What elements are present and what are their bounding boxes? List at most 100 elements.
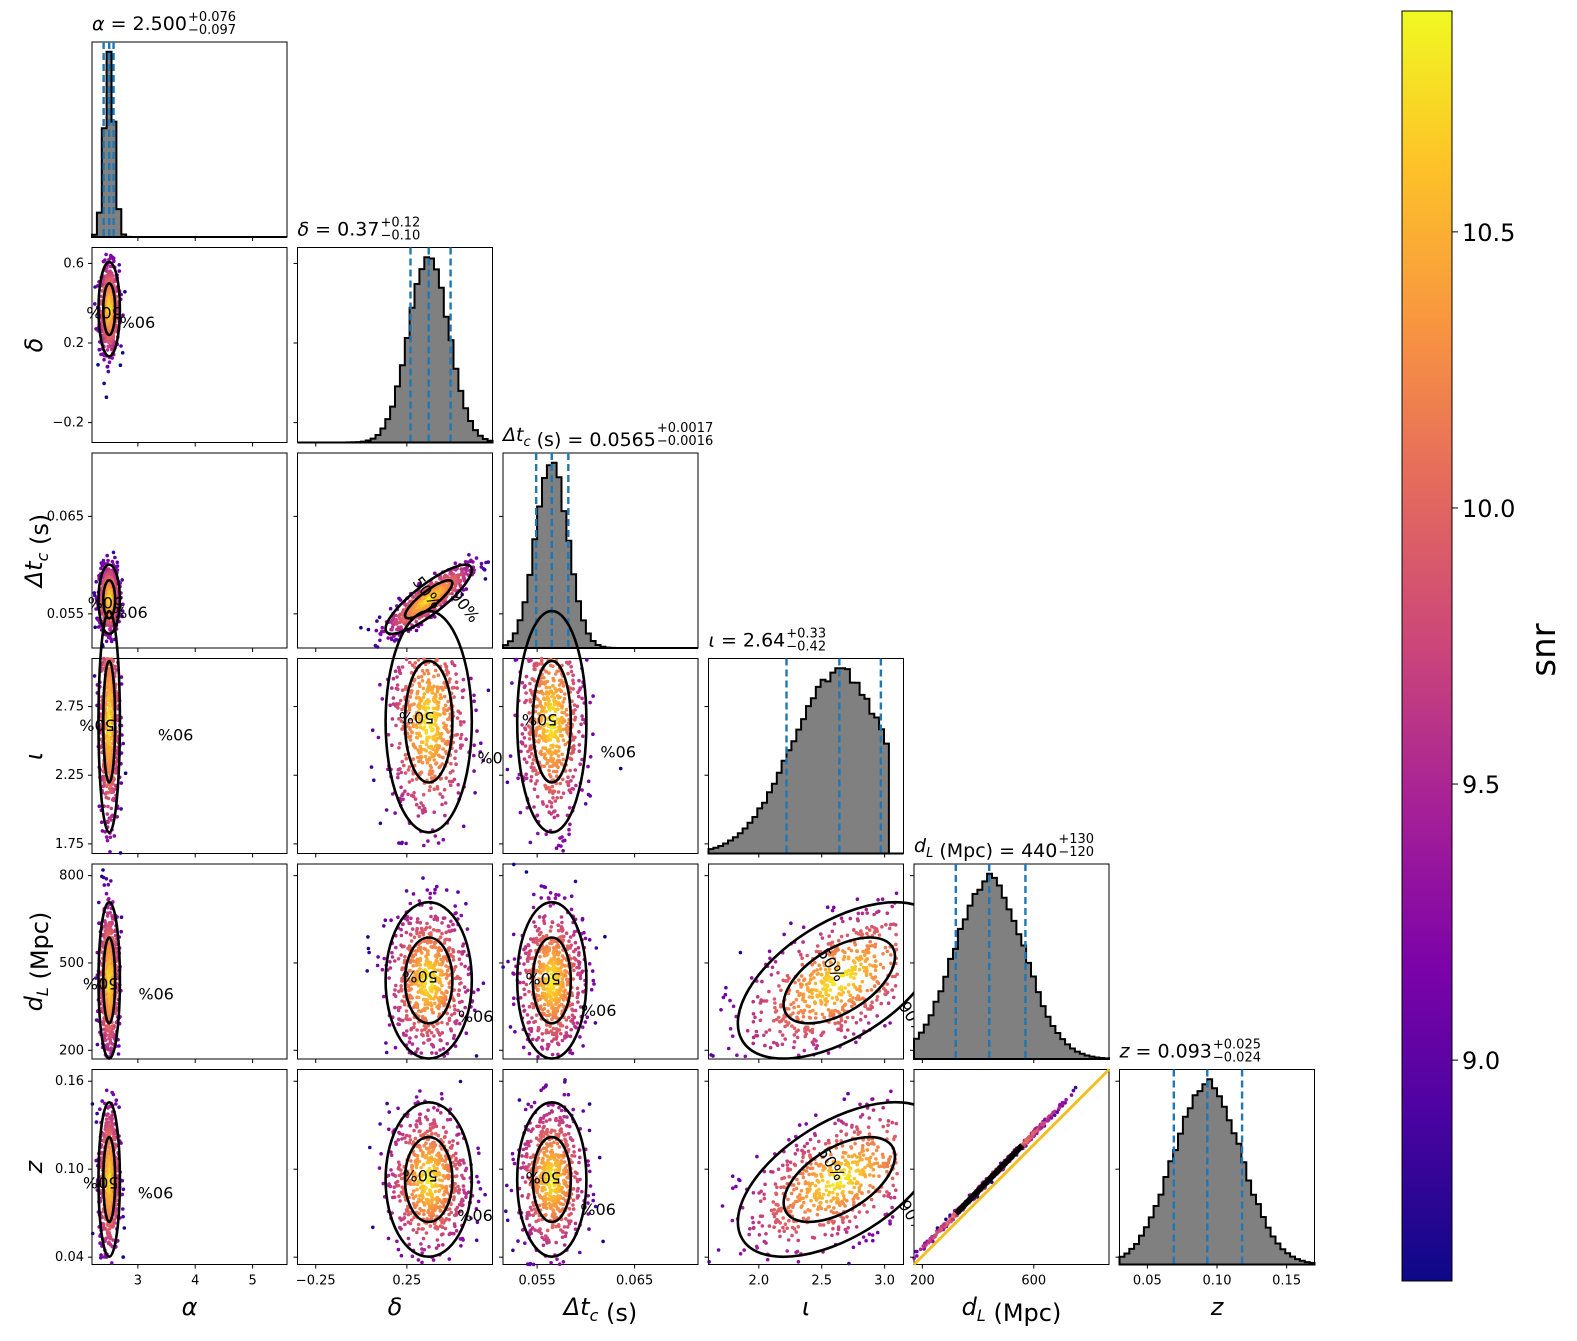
scatter-point [410,927,415,931]
scatter-point [415,755,420,760]
scatter-point [366,946,371,951]
scatter-point [456,950,461,954]
scatter-point [408,932,413,937]
y-tick-label: −0.2 [52,416,84,431]
scatter-point [557,702,562,706]
scatter-point [561,738,566,742]
scatter-point [112,834,117,838]
scatter-point [535,813,539,818]
scatter-point [395,627,399,632]
scatter-point [443,662,447,666]
scatter-point [403,620,408,624]
scatter-point [406,792,410,797]
scatter-point [378,632,383,636]
panel-2-1: 50% 90% [293,452,493,652]
scatter-point [403,771,408,775]
scatter-point [430,989,434,994]
scatter-point [107,741,112,745]
scatter-point [102,656,106,661]
scatter-point [106,369,111,374]
scatter-point [539,749,543,754]
scatter-point [456,782,461,787]
scatter-point [400,759,405,764]
histogram [91,50,287,238]
scatter-point [436,726,440,731]
scatter-point [378,821,383,826]
scatter-point [419,951,424,955]
scatter-point [522,685,527,690]
scatter-point [415,609,420,613]
scatter-point [577,678,581,683]
scatter-point [460,689,465,693]
scatter-point [559,844,563,848]
scatter-point [438,696,443,701]
scatter-point [121,741,125,746]
scatter-point [452,777,457,782]
scatter-point [443,801,448,805]
scatter-point [422,747,427,752]
scatter-point [119,929,123,934]
scatter-point [425,888,430,892]
scatter-point [591,694,595,698]
scatter-point [438,693,443,697]
scatter-point [530,761,535,766]
scatter-point [387,1023,392,1027]
panel-2-2: Δtc (s) = 0.0565+0.0017−0.0016 [499,421,713,652]
scatter-point [425,921,429,926]
scatter-point [408,734,413,739]
scatter-point [553,809,557,813]
scatter-point [426,701,430,706]
scatter-point [390,625,395,629]
panel-1-0: 50%90%−0.20.20.6 [52,247,288,447]
contour-label-90: 90% [112,603,148,622]
scatter-point [545,695,550,700]
scatter-point [109,1031,114,1035]
scatter-point [102,381,106,386]
scatter-point [460,999,464,1004]
scatter-point [566,671,570,676]
scatter-point [105,914,110,918]
scatter-point [443,711,447,716]
scatter-point [562,696,567,701]
scatter-point [120,578,124,582]
scatter-point [115,564,120,568]
scatter-point [532,667,536,672]
scatter-point [404,657,409,662]
scatter-point [96,625,101,629]
scatter-point [104,395,109,400]
scatter-point [472,769,476,773]
scatter-point [404,1009,409,1013]
scatter-point [542,738,546,743]
scatter-point [422,843,426,848]
scatter-point [545,679,550,684]
scatter-point [115,560,120,565]
scatter-point [430,687,435,692]
scatter-point [398,767,402,771]
scatter-point [408,660,412,665]
scatter-point [395,675,399,679]
scatter-point [106,948,111,953]
scatter-point [105,812,110,816]
scatter-point [430,1051,434,1055]
scatter-point [427,772,432,776]
contour-label-50: 50% [86,303,122,322]
scatter-point [380,967,385,972]
scatter-point [433,834,438,838]
err-minus: −0.097 [188,23,236,38]
panel-title-2: Δtc (s) = 0.0565 [501,424,656,451]
scatter-point [568,768,572,773]
scatter-point [111,1026,115,1031]
scatter-point [414,1035,418,1039]
scatter-point [447,1018,452,1022]
scatter-point [566,775,570,779]
scatter-point [439,962,444,967]
scatter-point [427,788,432,793]
scatter-point [411,743,416,748]
scatter-point [109,968,113,972]
scatter-point [442,694,447,699]
scatter-point [105,348,110,352]
scatter-point [586,779,591,784]
scatter-point [408,1036,412,1040]
scatter-point [569,669,574,674]
scatter-point [109,572,114,576]
